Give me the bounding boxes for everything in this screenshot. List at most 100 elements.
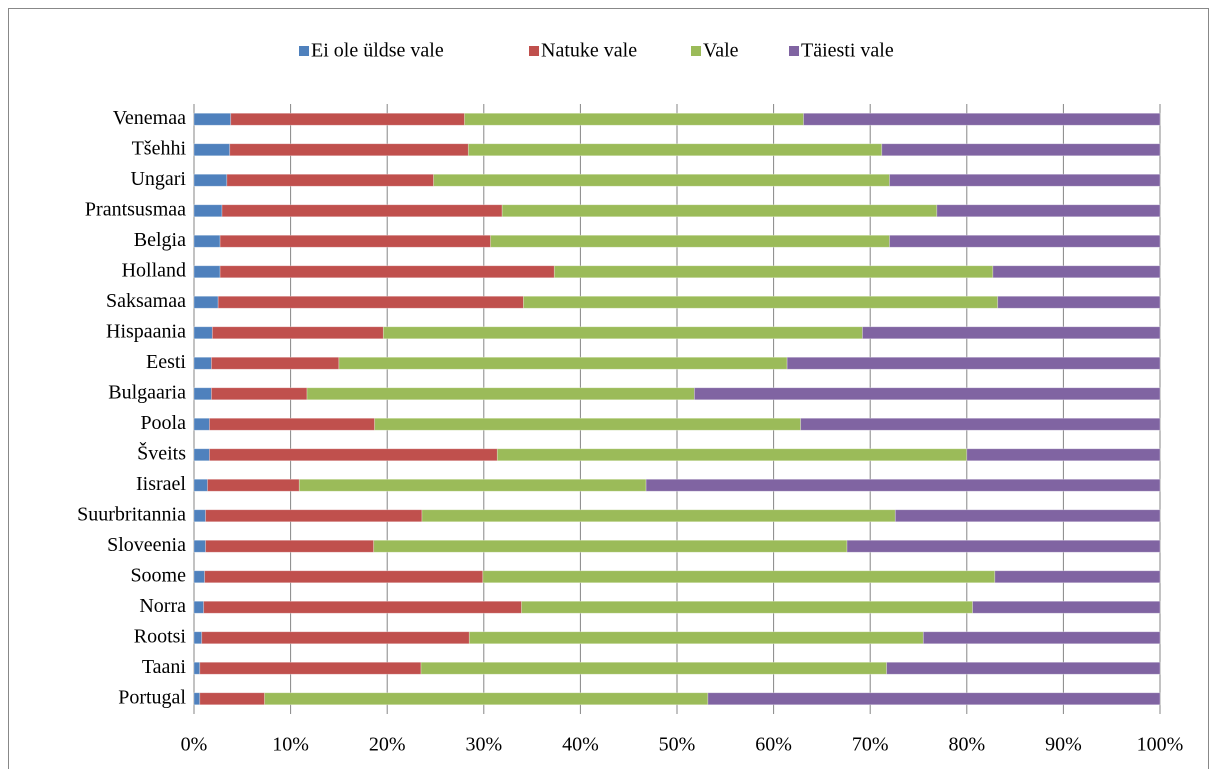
y-tick-label: Taani [142, 656, 187, 678]
y-tick-label: Bulgaaria [108, 381, 186, 403]
legend-marker [691, 46, 701, 56]
y-tick-label: Saksamaa [106, 290, 186, 312]
y-tick-label: Šveits [137, 440, 186, 464]
y-tick-label: Eesti [146, 351, 186, 373]
bar-segment [193, 661, 201, 675]
bar-segment [881, 143, 1161, 157]
bar-segment [523, 295, 999, 309]
bar-segment [645, 478, 1161, 492]
legend-label: Ei ole üldse vale [311, 40, 444, 62]
x-tick-label: 0% [181, 734, 208, 756]
bar-segment [482, 570, 996, 584]
bar-segment [193, 631, 203, 645]
y-tick-label: Tšehhi [132, 137, 187, 159]
bar-segment [972, 600, 1161, 614]
x-tick-label: 80% [948, 734, 985, 756]
bar-segment [217, 295, 524, 309]
bar-segment [219, 234, 491, 248]
bar-segment [693, 387, 1161, 401]
bar-segment [193, 692, 201, 706]
bar-segment [199, 661, 422, 675]
bar-segment [338, 356, 788, 370]
bar-segment [193, 112, 232, 126]
bar-segment [193, 417, 210, 431]
bar-segment [204, 570, 484, 584]
bar-segment [229, 143, 469, 157]
bar-segment [199, 692, 265, 706]
bar-segment [193, 234, 221, 248]
y-tick-label: Sloveenia [107, 534, 186, 556]
bar-segment [994, 570, 1161, 584]
bar-segment [800, 417, 1161, 431]
bar-segment [496, 448, 968, 462]
x-tick-label: 90% [1045, 734, 1082, 756]
bar-segment [207, 478, 300, 492]
bar-segment [193, 295, 219, 309]
bar-segment [193, 143, 231, 157]
y-tick-label: Iisrael [136, 473, 186, 495]
x-tick-label: 100% [1137, 734, 1184, 756]
y-tick-label: Hispaania [106, 320, 186, 342]
y-tick-label: Belgia [134, 229, 186, 251]
bar-segment [786, 356, 1161, 370]
x-tick-label: 50% [659, 734, 696, 756]
bar-segment [490, 234, 890, 248]
y-tick-label: Prantsusmaa [85, 198, 186, 220]
bar-segment [966, 448, 1161, 462]
bar-segment [421, 509, 896, 523]
bar-segment [210, 387, 308, 401]
y-tick-label: Soome [130, 564, 186, 586]
bar-segment [306, 387, 695, 401]
bar-segment [193, 448, 210, 462]
legend-marker [529, 46, 539, 56]
bar-segment [193, 173, 228, 187]
bar-segment [997, 295, 1161, 309]
bar-segment [193, 326, 213, 340]
bar-segment [226, 173, 434, 187]
bar-segment [209, 448, 498, 462]
bar-segment [193, 509, 206, 523]
bar-segment [467, 143, 883, 157]
x-tick-label: 10% [272, 734, 309, 756]
bar-segment [193, 570, 206, 584]
bar-segment [193, 356, 212, 370]
bar-segment [846, 539, 1161, 553]
x-tick-label: 40% [562, 734, 599, 756]
legend-marker [789, 46, 799, 56]
bar-segment [922, 631, 1161, 645]
bar-segment [420, 661, 888, 675]
bar-segment [862, 326, 1161, 340]
bar-segment [707, 692, 1161, 706]
bar-segment [193, 478, 208, 492]
x-tick-label: 30% [465, 734, 502, 756]
y-tick-label: Portugal [118, 686, 186, 708]
y-tick-label: Rootsi [134, 625, 187, 647]
y-tick-label: Venemaa [113, 107, 186, 129]
legend-label: Natuke vale [541, 40, 637, 62]
bar-segment [264, 692, 709, 706]
bar-segment [373, 539, 848, 553]
bar-segment [803, 112, 1161, 126]
bar-segment [374, 417, 802, 431]
bar-segment [205, 539, 375, 553]
bar-segment [211, 326, 384, 340]
bar-segment [193, 539, 206, 553]
x-tick-label: 60% [755, 734, 792, 756]
legend-label: Vale [703, 40, 739, 62]
y-tick-label: Holland [122, 259, 186, 281]
bar-segment [553, 265, 994, 279]
bar-segment [193, 265, 221, 279]
y-tick-label: Poola [140, 412, 186, 434]
bar-segment [210, 356, 340, 370]
bar-segment [886, 661, 1161, 675]
bar-segment [193, 600, 205, 614]
legend-marker [299, 46, 309, 56]
x-tick-label: 20% [369, 734, 406, 756]
bar-segment [209, 417, 376, 431]
bar-segment [382, 326, 863, 340]
bar-segment [889, 173, 1161, 187]
bar-segment [219, 265, 555, 279]
bar-segment [193, 387, 212, 401]
bar-segment [992, 265, 1161, 279]
